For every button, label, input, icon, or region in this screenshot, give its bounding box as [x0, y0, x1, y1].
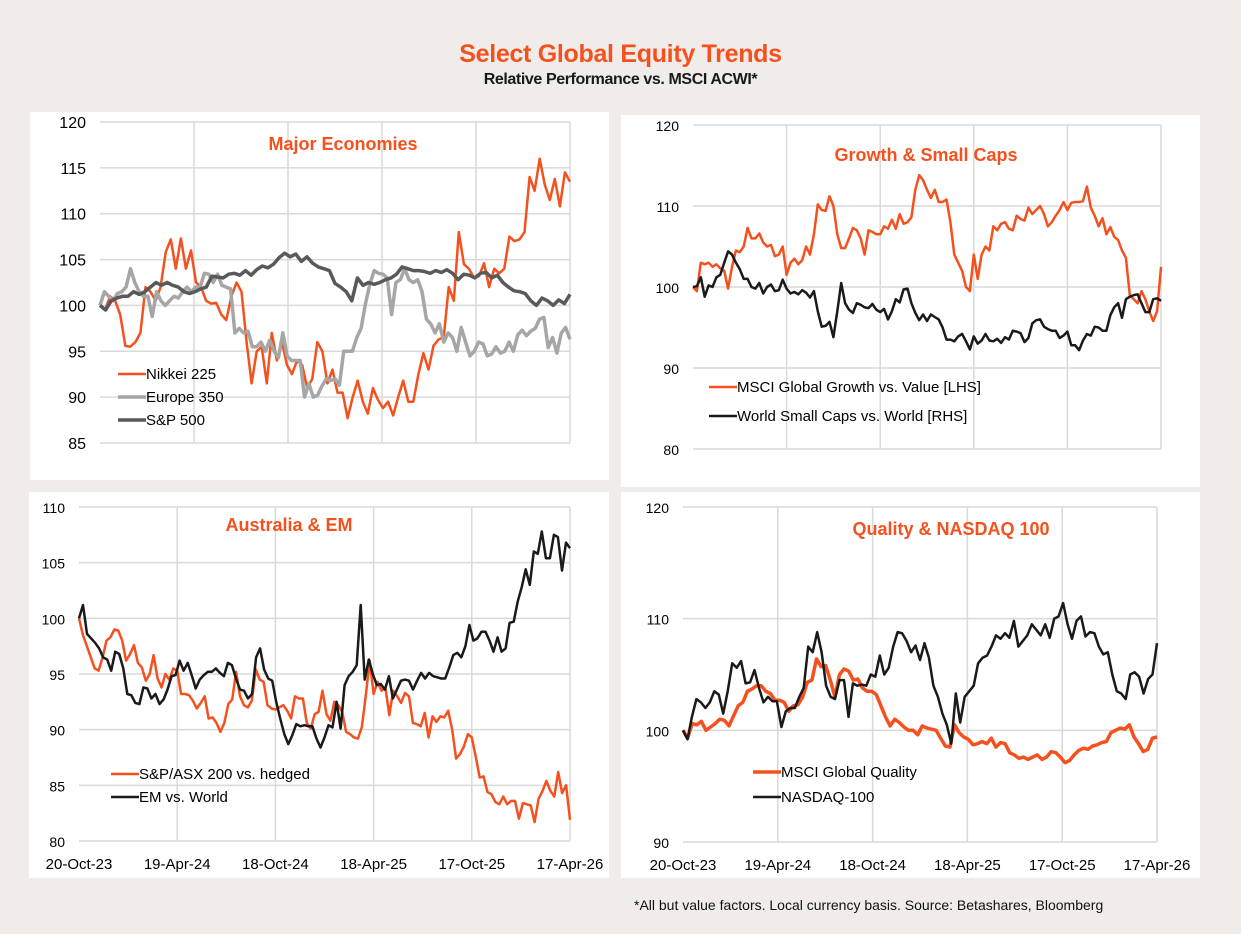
legend-label: MSCI Global Growth vs. Value [LHS] — [737, 379, 981, 396]
x-tick-label: 18-Apr-25 — [934, 857, 1001, 874]
y-tick-label: 85 — [68, 436, 86, 453]
legend-label: MSCI Global Quality — [781, 764, 917, 781]
y-tick-label: 100 — [59, 298, 86, 315]
y-tick-label: 90 — [653, 835, 669, 851]
page-title: Select Global Equity Trends — [459, 40, 782, 68]
chart-title: Quality & NASDAQ 100 — [852, 519, 1049, 539]
chart-major-economies: 85 90 95 100 105 110 115 120 Major Economies Nikk… — [59, 115, 572, 453]
x-tick-label: 18-Oct-24 — [242, 856, 309, 873]
chart-panel-major-economies: 85 90 95 100 105 110 115 120 Major Economies Nikk… — [30, 112, 609, 480]
x-tick-label: 19-Apr-24 — [744, 857, 811, 874]
x-tick-label: 20-Oct-23 — [650, 857, 717, 874]
y-tick-label: 110 — [60, 207, 86, 224]
y-tick-label: 120 — [646, 500, 670, 516]
series-line-em-vs-world — [77, 530, 572, 749]
series-line-europe-350 — [98, 266, 572, 399]
y-tick-label: 100 — [646, 723, 670, 739]
y-tick-label: 80 — [49, 834, 65, 850]
x-tick-label: 17-Oct-25 — [438, 856, 505, 873]
x-tick-label: 17-Apr-26 — [1124, 857, 1191, 874]
series-line-msci-global-quality — [681, 657, 1158, 765]
y-tick-label: 120 — [656, 118, 680, 134]
y-tick-label: 90 — [49, 723, 65, 739]
chart-growth-small-caps: 80 90 100 110 120 Growth & Small Caps MSCI Glo… — [656, 118, 1163, 458]
chart-title: Major Economies — [268, 134, 417, 154]
chart-panel-australia-em: 80 85 90 95 100 105 110 20-Oct-23 19-Apr-24 18-Oc… — [29, 492, 609, 878]
y-tick-label: 80 — [663, 442, 679, 458]
chart-australia-em: 80 85 90 95 100 105 110 20-Oct-23 19-Apr-24 18-Oc… — [42, 500, 604, 873]
y-tick-label: 85 — [49, 778, 65, 794]
chart-panel-quality-nasdaq: 90 100 110 120 20-Oct-23 19-Apr-24 18-Oct-24 18… — [621, 492, 1200, 878]
series-line-world-small-caps-vs-world-rhs — [692, 250, 1162, 352]
chart-quality-nasdaq: 90 100 110 120 20-Oct-23 19-Apr-24 18-Oct-24 18… — [646, 500, 1191, 874]
y-tick-label: 110 — [43, 500, 66, 516]
y-tick-label: 90 — [663, 361, 679, 377]
x-tick-label: 18-Oct-24 — [839, 857, 906, 874]
y-tick-label: 110 — [647, 612, 670, 628]
chart-title: Australia & EM — [225, 515, 352, 535]
legend-label: Europe 350 — [146, 389, 224, 406]
y-tick-label: 90 — [68, 390, 86, 407]
footnote: *All but value factors. Local currency b… — [634, 897, 1104, 913]
series-line-s-p-asx-200-vs-hedged — [77, 618, 572, 824]
legend-label: NASDAQ-100 — [781, 789, 874, 806]
y-tick-label: 100 — [42, 611, 66, 627]
legend-label: EM vs. World — [139, 789, 228, 806]
chart-title: Growth & Small Caps — [834, 145, 1017, 165]
y-tick-label: 120 — [59, 115, 86, 132]
y-tick-label: 110 — [657, 199, 680, 215]
series-line-msci-global-growth-vs-value-lhs — [692, 173, 1163, 323]
x-tick-label: 17-Apr-26 — [537, 856, 604, 873]
x-tick-label: 17-Oct-25 — [1029, 857, 1096, 874]
y-tick-label: 105 — [42, 556, 66, 572]
y-tick-label: 95 — [49, 667, 65, 683]
chart-panel-growth-small-caps: 80 90 100 110 120 Growth & Small Caps MSCI Glo… — [621, 115, 1200, 487]
y-tick-label: 95 — [68, 344, 86, 361]
y-tick-label: 115 — [60, 161, 86, 178]
page-subtitle: Relative Performance vs. MSCI ACWI* — [483, 71, 758, 88]
series-line-s-p-500 — [98, 251, 572, 312]
legend-label: World Small Caps vs. World [RHS] — [737, 408, 967, 425]
x-tick-label: 19-Apr-24 — [144, 856, 211, 873]
legend-label: S&P 500 — [146, 412, 205, 429]
y-tick-label: 105 — [59, 253, 86, 270]
x-tick-label: 18-Apr-25 — [340, 856, 407, 873]
legend-label: S&P/ASX 200 vs. hedged — [139, 766, 310, 783]
legend-label: Nikkei 225 — [146, 366, 216, 383]
x-tick-label: 20-Oct-23 — [46, 856, 113, 873]
y-tick-label: 100 — [656, 280, 680, 296]
series-line-nasdaq-100 — [681, 601, 1159, 745]
